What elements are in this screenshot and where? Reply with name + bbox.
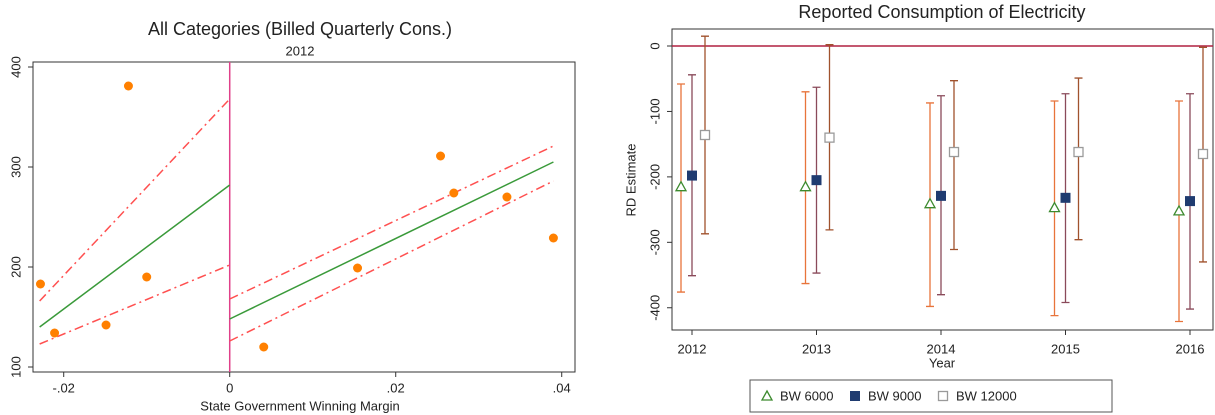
y-tick-label: -100 bbox=[647, 98, 662, 124]
marker bbox=[1197, 148, 1209, 160]
legend-label: BW 9000 bbox=[868, 388, 921, 403]
fit-line bbox=[229, 161, 554, 320]
confidence-line bbox=[39, 264, 231, 345]
confidence-line bbox=[229, 145, 554, 300]
x-tick-label: .02 bbox=[387, 380, 405, 395]
marker bbox=[760, 389, 774, 401]
x-tick-label: 2016 bbox=[1176, 341, 1205, 356]
marker bbox=[923, 197, 937, 209]
point bbox=[123, 81, 133, 91]
marker bbox=[687, 170, 697, 181]
marker bbox=[948, 146, 960, 158]
marker bbox=[699, 129, 711, 141]
point bbox=[502, 192, 512, 202]
point bbox=[259, 342, 269, 352]
legend-box bbox=[749, 379, 1113, 413]
error-bar bbox=[950, 80, 958, 251]
y-tick-label: 200 bbox=[8, 256, 23, 278]
point bbox=[436, 151, 446, 161]
point bbox=[50, 328, 60, 338]
point bbox=[548, 233, 558, 243]
x-tick-label: 2012 bbox=[678, 341, 707, 356]
marker bbox=[1048, 201, 1061, 213]
marker bbox=[674, 180, 688, 192]
confidence-line bbox=[39, 98, 231, 302]
y-tick-label: -200 bbox=[647, 164, 662, 190]
x-tick-label: 2013 bbox=[802, 341, 831, 356]
y-tick-label: 100 bbox=[8, 356, 23, 378]
marker bbox=[1185, 196, 1195, 207]
chart-subtitle: 2012 bbox=[286, 43, 315, 58]
y-tick-label: 400 bbox=[8, 56, 23, 78]
marker bbox=[936, 190, 946, 201]
point bbox=[142, 272, 152, 282]
legend-label: BW 6000 bbox=[780, 388, 833, 403]
marker bbox=[850, 391, 860, 401]
x-tick-label: 0 bbox=[226, 380, 233, 395]
point bbox=[35, 279, 45, 289]
fit-line bbox=[39, 184, 231, 328]
y-tick-label: 0 bbox=[647, 42, 662, 49]
y-tick-label: -300 bbox=[647, 229, 662, 255]
x-tick-label: 2015 bbox=[1051, 341, 1080, 356]
error-bar bbox=[1074, 77, 1083, 241]
point bbox=[449, 188, 459, 198]
y-tick-label: 300 bbox=[8, 156, 23, 178]
plot-frame bbox=[32, 61, 576, 373]
point bbox=[353, 263, 363, 273]
marker bbox=[811, 175, 822, 186]
marker bbox=[799, 180, 812, 192]
marker bbox=[1172, 204, 1186, 216]
marker bbox=[824, 132, 835, 143]
legend-label: BW 12000 bbox=[956, 388, 1017, 403]
x-axis-label: State Government Winning Margin bbox=[200, 398, 399, 413]
plot-frame bbox=[671, 28, 1214, 331]
marker bbox=[937, 390, 949, 402]
x-tick-label: 2014 bbox=[927, 341, 956, 356]
marker bbox=[1073, 146, 1084, 158]
x-axis-label: Year bbox=[929, 355, 956, 370]
confidence-line bbox=[229, 180, 554, 342]
chart-title: Reported Consumption of Electricity bbox=[798, 2, 1085, 22]
x-tick-label: -.02 bbox=[53, 380, 75, 395]
x-tick-label: .04 bbox=[553, 380, 571, 395]
y-axis-label: RD Estimate bbox=[623, 144, 638, 217]
chart-title: All Categories (Billed Quarterly Cons.) bbox=[148, 19, 452, 39]
marker bbox=[1060, 192, 1071, 203]
point bbox=[101, 320, 111, 330]
y-tick-label: -400 bbox=[647, 295, 662, 321]
